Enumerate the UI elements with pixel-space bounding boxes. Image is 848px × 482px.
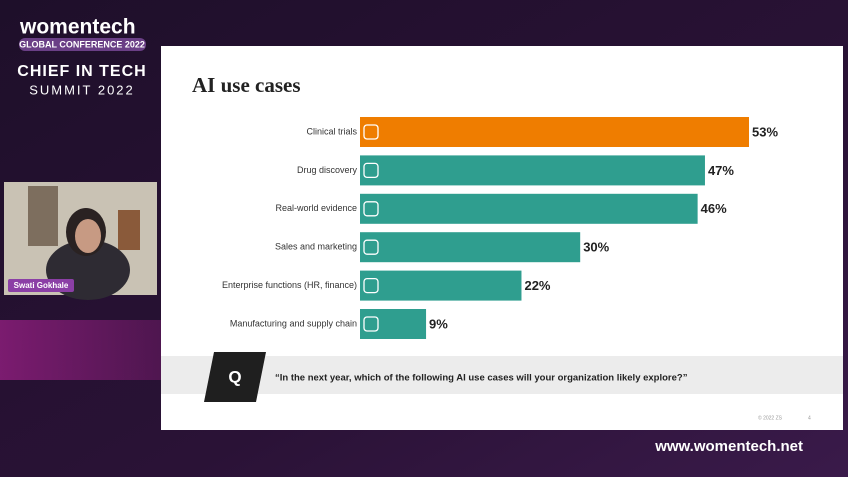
- bar: [360, 155, 705, 186]
- category-label: Clinical trials: [306, 126, 357, 136]
- value-label: 30%: [583, 240, 609, 255]
- question-badge-bg: [204, 352, 266, 402]
- chart-title: AI use cases: [192, 73, 301, 97]
- value-label: 53%: [752, 124, 778, 139]
- bar-icon: [363, 201, 379, 217]
- video-face: [75, 219, 101, 253]
- value-label: 47%: [708, 163, 734, 178]
- bar-icon: [363, 124, 379, 140]
- video-wall: [28, 186, 58, 246]
- conference: GLOBAL CONFERENCE 2022: [19, 39, 145, 49]
- copyright: © 2022 ZS: [758, 414, 783, 421]
- question-band: [161, 356, 843, 394]
- bar: [360, 193, 698, 224]
- bar-icon: [363, 277, 379, 294]
- bar: [360, 117, 749, 147]
- brand: womentech: [19, 16, 136, 39]
- speaker-name: Swati Gokhale: [14, 281, 69, 290]
- value-label: 22%: [524, 278, 550, 293]
- bar: [360, 309, 427, 339]
- category-label: Drug discovery: [297, 165, 358, 175]
- category-label: Manufacturing and supply chain: [230, 318, 357, 328]
- page-number: 4: [808, 415, 811, 421]
- category-label: Enterprise functions (HR, finance): [222, 280, 357, 290]
- event: CHIEF IN TECH: [17, 63, 146, 80]
- value-label: 9%: [429, 316, 448, 331]
- event-sub: SUMMIT 2022: [29, 82, 135, 97]
- bar: [360, 270, 522, 301]
- website: www.womentech.net: [654, 438, 803, 455]
- bar: [360, 232, 581, 263]
- question: “In the next year, which of the followin…: [275, 373, 688, 384]
- name-tag: [8, 279, 74, 292]
- video-door: [118, 210, 140, 250]
- bar-icon: [363, 316, 379, 332]
- category-label: Sales and marketing: [275, 242, 357, 252]
- bar-icon: [363, 239, 379, 255]
- question-badge: Q: [228, 367, 241, 386]
- speaker-video: Swati Gokhale: [4, 182, 157, 300]
- category-label: Real-world evidence: [275, 203, 357, 213]
- bar-icon: [363, 162, 379, 179]
- conference-pill: [19, 38, 146, 51]
- value-label: 46%: [701, 201, 727, 216]
